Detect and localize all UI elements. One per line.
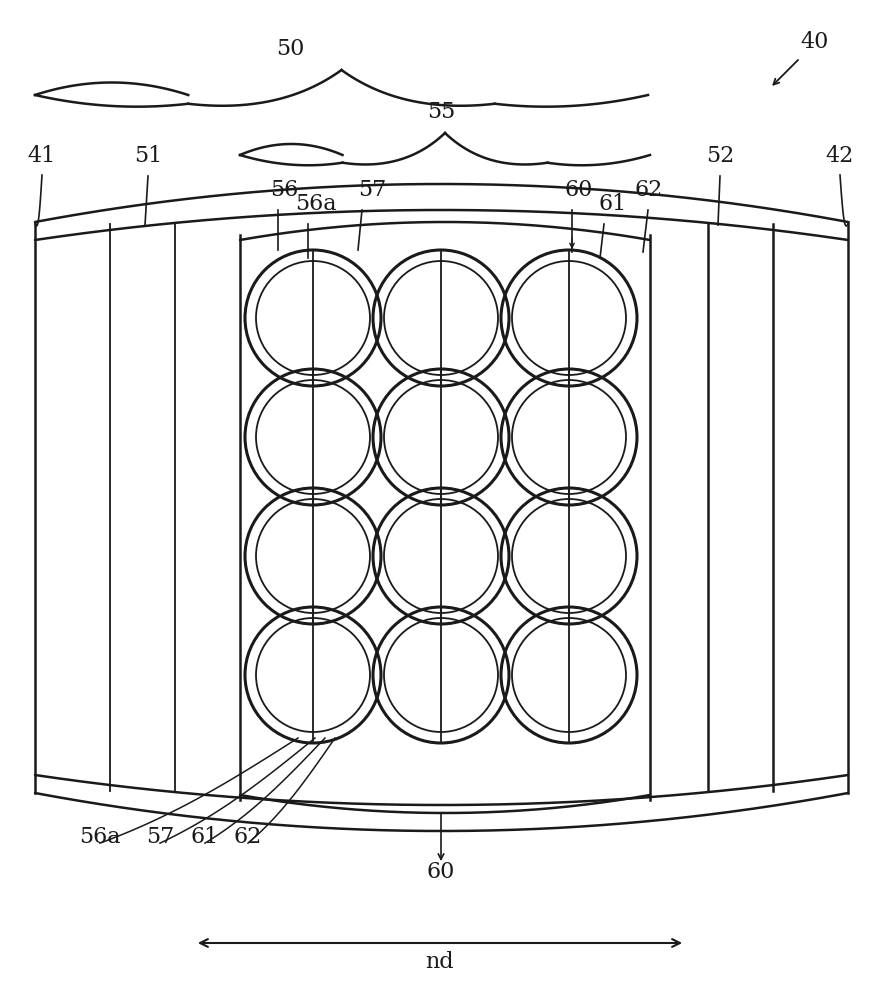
Text: 56a: 56a: [79, 826, 121, 848]
Text: 42: 42: [826, 145, 854, 167]
Text: 56a: 56a: [295, 193, 336, 215]
Text: 60: 60: [565, 179, 593, 201]
Text: 61: 61: [598, 193, 626, 215]
Text: 56: 56: [270, 179, 298, 201]
Text: nd: nd: [426, 951, 455, 973]
Text: 50: 50: [275, 38, 304, 60]
Text: 41: 41: [28, 145, 57, 167]
Text: 57: 57: [146, 826, 174, 848]
Text: 55: 55: [426, 101, 455, 123]
Text: 57: 57: [358, 179, 386, 201]
Text: 61: 61: [191, 826, 219, 848]
Text: 51: 51: [134, 145, 162, 167]
Text: 60: 60: [426, 861, 456, 883]
Text: 52: 52: [706, 145, 734, 167]
Text: 62: 62: [635, 179, 663, 201]
Text: 40: 40: [800, 31, 828, 53]
Text: 62: 62: [234, 826, 262, 848]
